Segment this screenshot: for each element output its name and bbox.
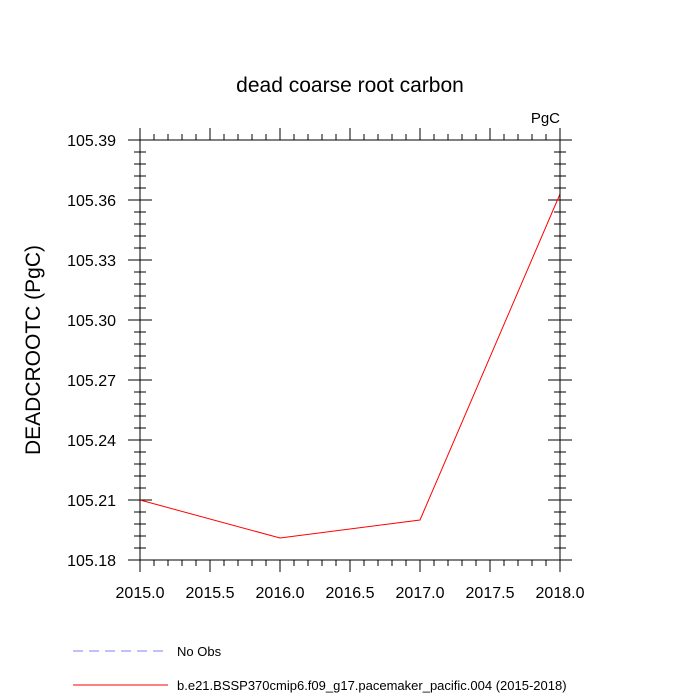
x-tick-label: 2016.5 — [326, 585, 375, 602]
legend-label-0: No Obs — [177, 644, 222, 659]
x-tick-label: 2016.0 — [256, 585, 305, 602]
x-tick-label: 2018.0 — [536, 585, 585, 602]
x-tick-label: 2017.5 — [466, 585, 515, 602]
y-tick-label: 105.24 — [67, 433, 116, 450]
y-tick-label: 105.36 — [67, 193, 116, 210]
ticks-layer: 2015.0 2015.5 2016.0 2016.5 2017.0 2017.5 2018… — [67, 128, 585, 602]
plot-frame — [139, 139, 561, 561]
units-label: PgC — [531, 110, 560, 127]
y-tick-label: 105.30 — [67, 313, 116, 330]
x-tick-label: 2015.5 — [186, 585, 235, 602]
x-tick-label: 2015.0 — [116, 585, 165, 602]
y-axis-label: DEADCROOTC (PgC) — [22, 245, 45, 455]
x-tick-label: 2017.0 — [396, 585, 445, 602]
legend-label-1: b.e21.BSSP370cmip6.f09_g17.pacemaker_pac… — [177, 678, 567, 693]
legend: No Obs b.e21.BSSP370cmip6.f09_g17.pacemak… — [73, 644, 567, 693]
series-line-1 — [139, 193, 561, 539]
y-tick-label: 105.27 — [67, 373, 116, 390]
y-tick-label: 105.33 — [67, 253, 116, 270]
y-tick-label: 105.39 — [67, 133, 116, 150]
chart-title: dead coarse root carbon — [236, 74, 464, 97]
y-tick-label: 105.21 — [67, 493, 116, 510]
y-tick-label: 105.18 — [67, 553, 116, 570]
plot-layer — [139, 193, 561, 539]
